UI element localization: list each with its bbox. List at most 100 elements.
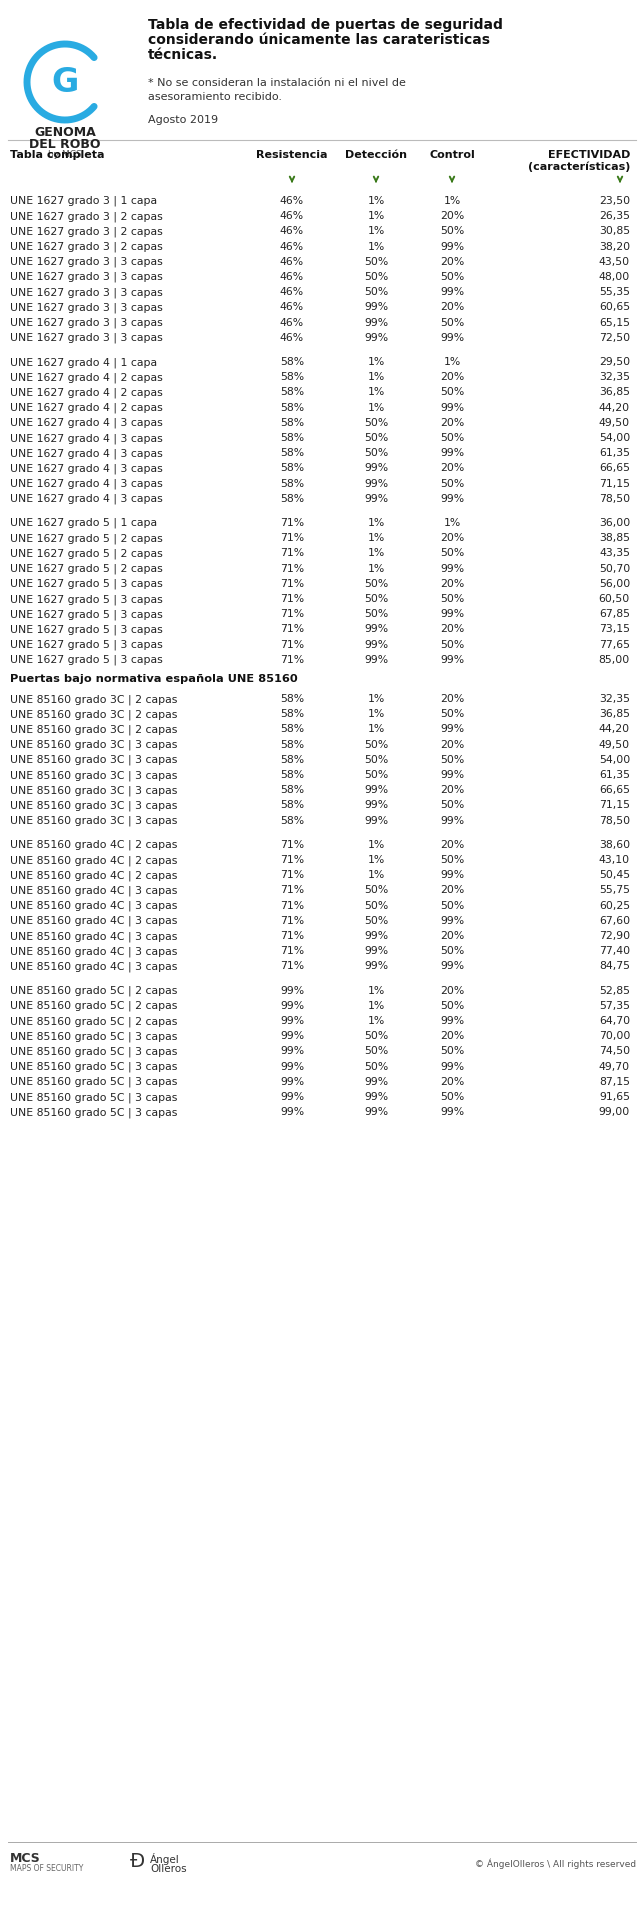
Text: 55,35: 55,35	[599, 286, 630, 298]
Text: 46%: 46%	[280, 302, 304, 313]
Text: 20%: 20%	[440, 1077, 464, 1087]
Text: 20%: 20%	[440, 886, 464, 896]
Text: by MCS: by MCS	[48, 151, 82, 159]
Text: 50%: 50%	[364, 915, 388, 926]
Text: UNE 1627 grado 5 | 3 capas: UNE 1627 grado 5 | 3 capas	[10, 625, 163, 634]
Text: 1%: 1%	[367, 986, 384, 995]
Text: 38,85: 38,85	[599, 533, 630, 542]
Text: 46%: 46%	[280, 286, 304, 298]
Text: 50,45: 50,45	[599, 871, 630, 881]
Text: UNE 85160 grado 4C | 3 capas: UNE 85160 grado 4C | 3 capas	[10, 886, 177, 896]
Text: 1%: 1%	[367, 856, 384, 865]
Text: 1%: 1%	[367, 1016, 384, 1026]
Text: 71%: 71%	[280, 655, 304, 665]
Text: técnicas.: técnicas.	[148, 48, 218, 61]
Text: 99%: 99%	[364, 1077, 388, 1087]
Text: 71,15: 71,15	[599, 479, 630, 489]
Text: UNE 85160 grado 3C | 3 capas: UNE 85160 grado 3C | 3 capas	[10, 785, 177, 796]
Text: 99%: 99%	[364, 961, 388, 972]
Text: 20%: 20%	[440, 693, 464, 705]
Text: Ángel: Ángel	[150, 1853, 180, 1864]
Text: UNE 1627 grado 4 | 3 capas: UNE 1627 grado 4 | 3 capas	[10, 479, 163, 489]
Text: 50%: 50%	[364, 256, 388, 267]
Text: 50%: 50%	[440, 388, 464, 397]
Text: 99%: 99%	[280, 1093, 304, 1102]
Text: UNE 1627 grado 3 | 3 capas: UNE 1627 grado 3 | 3 capas	[10, 302, 163, 313]
Text: Ð: Ð	[130, 1853, 145, 1872]
Text: UNE 85160 grado 4C | 3 capas: UNE 85160 grado 4C | 3 capas	[10, 961, 177, 972]
Text: 1%: 1%	[367, 518, 384, 527]
Text: 46%: 46%	[280, 256, 304, 267]
Text: UNE 1627 grado 3 | 3 capas: UNE 1627 grado 3 | 3 capas	[10, 256, 163, 267]
Text: 44,20: 44,20	[599, 403, 630, 413]
Text: UNE 85160 grado 3C | 2 capas: UNE 85160 grado 3C | 2 capas	[10, 709, 177, 720]
Text: UNE 85160 grado 4C | 2 capas: UNE 85160 grado 4C | 2 capas	[10, 840, 177, 850]
Text: 50%: 50%	[364, 449, 388, 458]
Text: 66,65: 66,65	[599, 464, 630, 474]
Text: 87,15: 87,15	[599, 1077, 630, 1087]
Text: 71%: 71%	[280, 518, 304, 527]
Text: 99%: 99%	[440, 449, 464, 458]
Text: UNE 85160 grado 3C | 2 capas: UNE 85160 grado 3C | 2 capas	[10, 724, 177, 735]
Text: 99%: 99%	[280, 1016, 304, 1026]
Text: 99%: 99%	[440, 1062, 464, 1072]
Text: 50%: 50%	[440, 479, 464, 489]
Text: 30,85: 30,85	[599, 227, 630, 237]
Text: DEL ROBO: DEL ROBO	[29, 138, 100, 151]
Text: 50%: 50%	[364, 754, 388, 764]
Text: 50%: 50%	[364, 739, 388, 749]
Text: 99%: 99%	[280, 1108, 304, 1117]
Text: 99%: 99%	[280, 1001, 304, 1010]
Text: 1%: 1%	[443, 197, 460, 206]
Text: 43,10: 43,10	[599, 856, 630, 865]
Text: 84,75: 84,75	[599, 961, 630, 972]
Text: 1%: 1%	[367, 241, 384, 252]
Text: Puertas bajo normativa española UNE 85160: Puertas bajo normativa española UNE 8516…	[10, 674, 298, 684]
Text: 74,50: 74,50	[599, 1047, 630, 1056]
Text: 58%: 58%	[280, 418, 304, 428]
Text: UNE 1627 grado 3 | 2 capas: UNE 1627 grado 3 | 2 capas	[10, 241, 163, 252]
Text: 49,70: 49,70	[599, 1062, 630, 1072]
Text: 1%: 1%	[367, 372, 384, 382]
Text: UNE 1627 grado 3 | 3 capas: UNE 1627 grado 3 | 3 capas	[10, 271, 163, 283]
Text: 58%: 58%	[280, 816, 304, 825]
Text: 67,85: 67,85	[599, 609, 630, 619]
Text: 58%: 58%	[280, 372, 304, 382]
Text: 99,00: 99,00	[599, 1108, 630, 1117]
Text: 54,00: 54,00	[599, 434, 630, 443]
Text: 50%: 50%	[440, 1001, 464, 1010]
Text: 58%: 58%	[280, 739, 304, 749]
Text: 52,85: 52,85	[599, 986, 630, 995]
Text: UNE 1627 grado 3 | 3 capas: UNE 1627 grado 3 | 3 capas	[10, 332, 163, 344]
Text: 60,65: 60,65	[599, 302, 630, 313]
Text: 20%: 20%	[440, 464, 464, 474]
Text: 20%: 20%	[440, 418, 464, 428]
Text: UNE 85160 grado 5C | 2 capas: UNE 85160 grado 5C | 2 capas	[10, 1016, 177, 1026]
Text: 46%: 46%	[280, 271, 304, 283]
Text: 99%: 99%	[364, 640, 388, 649]
Text: 50%: 50%	[364, 1047, 388, 1056]
Text: 58%: 58%	[280, 724, 304, 735]
Text: 50%: 50%	[440, 754, 464, 764]
Text: UNE 1627 grado 4 | 2 capas: UNE 1627 grado 4 | 2 capas	[10, 372, 163, 382]
Text: 58%: 58%	[280, 434, 304, 443]
Text: 71%: 71%	[280, 625, 304, 634]
Text: 99%: 99%	[364, 332, 388, 342]
Text: 50%: 50%	[364, 418, 388, 428]
Text: 71%: 71%	[280, 902, 304, 911]
Text: 99%: 99%	[364, 655, 388, 665]
Text: 46%: 46%	[280, 197, 304, 206]
Text: 99%: 99%	[440, 655, 464, 665]
Text: 60,50: 60,50	[599, 594, 630, 604]
Text: 46%: 46%	[280, 241, 304, 252]
Text: 20%: 20%	[440, 739, 464, 749]
Text: 57,35: 57,35	[599, 1001, 630, 1010]
Text: Tabla de efectividad de puertas de seguridad: Tabla de efectividad de puertas de segur…	[148, 17, 503, 32]
Text: 1%: 1%	[367, 871, 384, 881]
Text: 50%: 50%	[440, 434, 464, 443]
Text: 99%: 99%	[440, 770, 464, 779]
Text: Olleros: Olleros	[150, 1864, 187, 1874]
Text: 49,50: 49,50	[599, 418, 630, 428]
Text: 1%: 1%	[367, 1001, 384, 1010]
Text: 1%: 1%	[367, 533, 384, 542]
